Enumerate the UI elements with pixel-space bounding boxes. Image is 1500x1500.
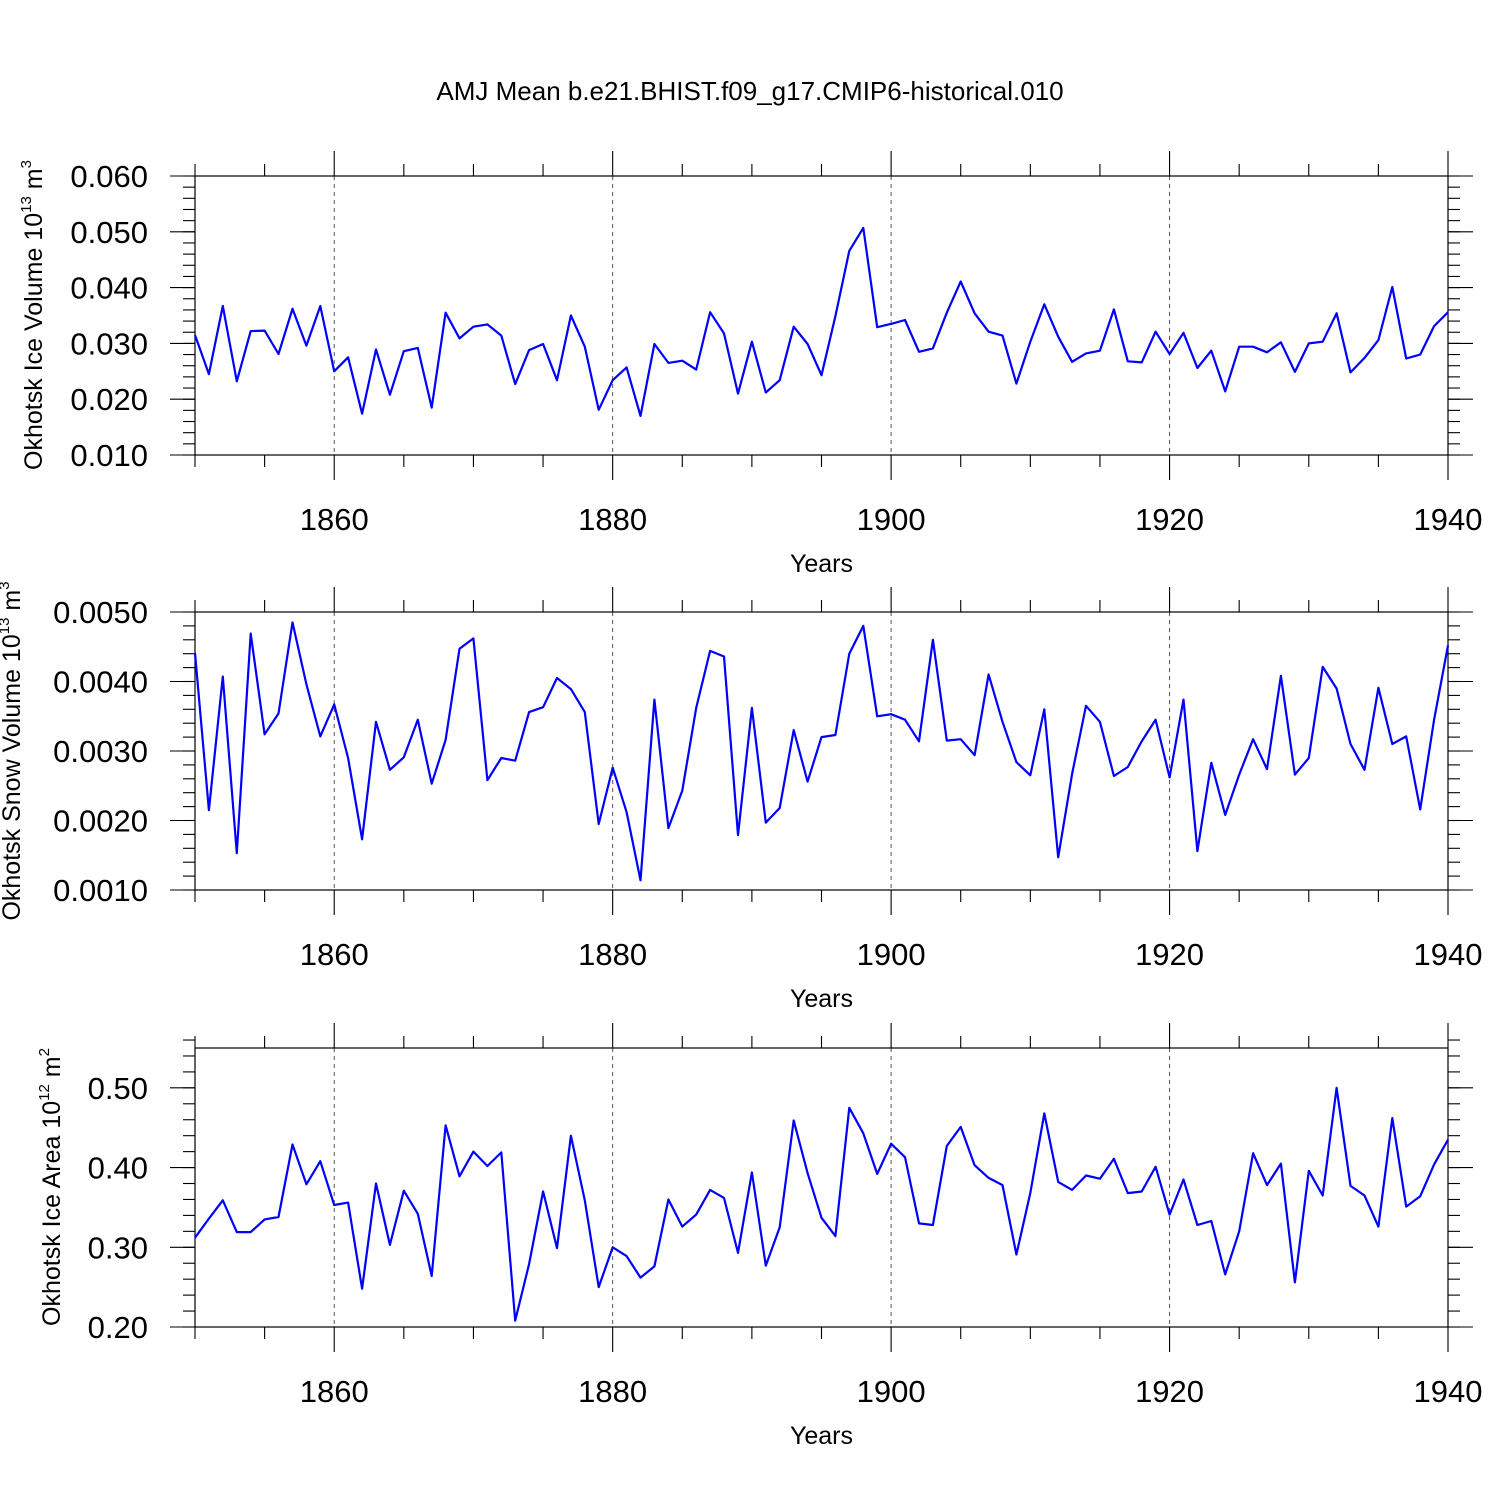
series-line-ice-volume xyxy=(193,226,1449,417)
series-line-snow-volume xyxy=(193,621,1450,882)
x-tick-label: 1900 xyxy=(857,937,926,972)
x-axis-title: Years xyxy=(790,1422,853,1450)
y-axis-title: Okhotsk Snow Volume 1013 m3 xyxy=(0,581,26,920)
x-tick-label: 1900 xyxy=(857,1374,926,1409)
x-tick-label: 1860 xyxy=(300,1374,369,1409)
x-tick-label: 1860 xyxy=(300,502,369,537)
plot-frame xyxy=(194,1047,1449,1328)
y-tick-label: 0.30 xyxy=(88,1230,148,1265)
y-tick-label: 0.050 xyxy=(70,215,148,250)
y-tick-label: 0.20 xyxy=(88,1310,148,1345)
chart-title: AMJ Mean b.e21.BHIST.f09_g17.CMIP6-histo… xyxy=(436,76,1063,106)
y-tick-label: 0.030 xyxy=(70,326,148,361)
y-tick-label: 0.0040 xyxy=(53,665,148,700)
x-tick-label: 1940 xyxy=(1414,1374,1483,1409)
x-tick-label: 1920 xyxy=(1135,1374,1204,1409)
x-axis-title: Years xyxy=(790,550,853,578)
x-tick-label: 1880 xyxy=(578,1374,647,1409)
x-tick-label: 1900 xyxy=(857,502,926,537)
x-tick-label: 1940 xyxy=(1414,502,1483,537)
x-tick-label: 1920 xyxy=(1135,937,1204,972)
y-axis-title: Okhotsk Ice Volume 1013 m3 xyxy=(18,160,48,470)
panel-ice-area: 1860 1880 1900 1920 1940 Years 0.20 0.30 0.40 0.5… xyxy=(36,1023,1482,1450)
y-tick-label: 0.040 xyxy=(70,271,148,306)
x-tick-label: 1940 xyxy=(1414,937,1483,972)
y-tick-label: 0.0030 xyxy=(53,734,148,769)
y-tick-label: 0.40 xyxy=(88,1151,148,1186)
x-tick-label: 1880 xyxy=(578,502,647,537)
y-tick-label: 0.060 xyxy=(70,159,148,194)
y-tick-label: 0.010 xyxy=(70,438,148,473)
y-tick-label: 0.50 xyxy=(88,1071,148,1106)
series-line-ice-area xyxy=(194,1086,1449,1322)
x-axis-title: Years xyxy=(790,985,853,1013)
y-tick-label: 0.0020 xyxy=(53,804,148,839)
y-tick-label: 0.0050 xyxy=(53,595,148,630)
x-tick-label: 1880 xyxy=(578,937,647,972)
y-tick-label: 0.0010 xyxy=(53,873,148,908)
plot-frame xyxy=(194,175,1449,456)
plot-frame xyxy=(194,611,1449,891)
panel-ice-volume: 1860 1880 1900 1920 1940 Years 0.010 0.020 0.030… xyxy=(18,151,1482,578)
panel-snow-volume: 1860 1880 1900 1920 1940 Years 0.0010 0.0020 0.0… xyxy=(0,581,1482,1013)
x-tick-label: 1860 xyxy=(300,937,369,972)
panels: 1860 1880 1900 1920 1940 Years 0.010 0.020 0.030… xyxy=(0,151,1482,1450)
x-tick-label: 1920 xyxy=(1135,502,1204,537)
y-axis-title: Okhotsk Ice Area 1012 m2 xyxy=(36,1048,66,1326)
y-tick-label: 0.020 xyxy=(70,382,148,417)
